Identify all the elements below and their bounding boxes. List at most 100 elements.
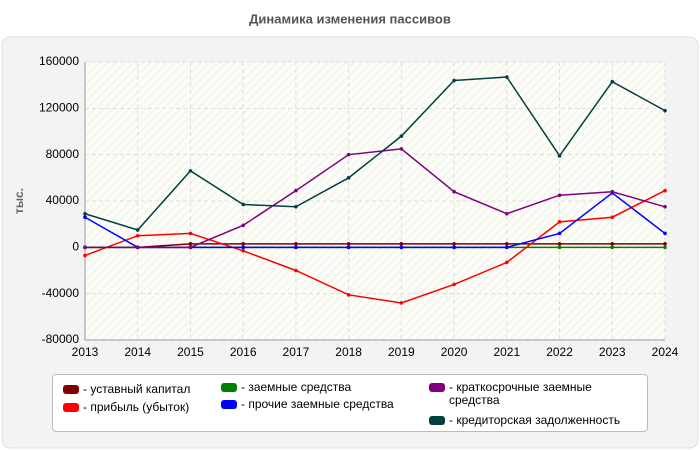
legend-swatch	[221, 400, 237, 409]
x-tick-label: 2016	[230, 345, 257, 359]
marker	[188, 169, 193, 173]
legend-item: - кредиторская задолженность	[429, 414, 644, 427]
legend-swatch	[221, 383, 237, 392]
y-tick-label: 40000	[46, 193, 80, 207]
series-line	[84, 189, 666, 304]
marker	[505, 242, 509, 246]
marker	[346, 242, 351, 246]
marker	[505, 75, 509, 79]
marker	[241, 242, 245, 246]
marker	[241, 223, 245, 228]
legend-label: - прочие заемные средства	[241, 397, 394, 411]
marker	[346, 152, 351, 157]
marker	[399, 147, 404, 151]
legend-label: - кредиторская задолженность	[449, 413, 621, 427]
marker	[188, 242, 193, 246]
legend-item: - заемные средства	[221, 381, 436, 394]
chart-title: Динамика изменения пассивов	[249, 11, 451, 26]
marker	[188, 245, 193, 250]
marker	[241, 245, 245, 250]
marker	[610, 79, 615, 84]
marker	[610, 189, 615, 194]
marker	[135, 228, 140, 232]
marker	[452, 242, 456, 246]
y-tick-label: 160000	[39, 54, 79, 68]
x-tick-label: 2013	[72, 345, 99, 359]
marker	[452, 245, 456, 250]
marker	[557, 193, 562, 198]
y-tick-label: 80000	[46, 147, 80, 161]
marker	[294, 204, 298, 209]
marker	[610, 245, 615, 250]
marker	[135, 233, 140, 238]
marker	[294, 245, 298, 250]
marker	[505, 260, 509, 265]
marker	[83, 215, 87, 220]
x-tick-label: 2014	[124, 345, 151, 359]
marker	[188, 231, 193, 236]
marker	[399, 134, 404, 138]
x-tick-label: 2024	[652, 345, 679, 359]
marker	[557, 231, 562, 236]
marker	[399, 242, 404, 246]
marker	[663, 242, 667, 246]
y-axis-label: тыс.	[12, 188, 26, 214]
marker	[294, 242, 298, 246]
legend-item: - краткосрочные заемные средства	[429, 381, 629, 407]
marker	[557, 245, 562, 250]
marker	[83, 245, 87, 250]
x-tick-label: 2022	[546, 345, 573, 359]
legend-label: - прибыль (убыток)	[83, 400, 190, 414]
legend-label: - уставный капитал	[83, 382, 191, 396]
marker	[505, 211, 509, 216]
x-tick-label: 2020	[441, 345, 468, 359]
marker	[346, 176, 351, 180]
marker	[663, 231, 667, 236]
legend-swatch	[63, 385, 79, 394]
x-tick-label: 2017	[283, 345, 310, 359]
legend-label: - заемные средства	[241, 380, 352, 394]
marker	[610, 215, 615, 220]
marker	[452, 282, 456, 287]
series-line	[85, 243, 665, 249]
marker	[557, 242, 562, 246]
x-tick-label: 2018	[335, 345, 362, 359]
marker	[83, 253, 87, 258]
marker	[452, 78, 456, 83]
marker	[241, 249, 245, 253]
legend: - уставный капитал - прибыль (убыток) - за…	[52, 374, 648, 432]
x-tick-label: 2023	[599, 345, 626, 359]
marker	[241, 202, 245, 207]
marker	[294, 268, 298, 273]
legend-item: - прочие заемные средства	[221, 398, 436, 411]
legend-swatch	[429, 383, 445, 392]
legend-item: - прибыль (убыток)	[63, 401, 278, 414]
legend-swatch	[63, 403, 79, 412]
legend-label: - краткосрочные заемные средства	[449, 380, 592, 407]
marker	[346, 245, 351, 250]
marker	[452, 189, 456, 194]
marker	[505, 245, 509, 250]
marker	[663, 188, 667, 193]
y-tick-label: -40000	[42, 286, 80, 300]
legend-swatch	[429, 416, 445, 425]
series-line	[84, 76, 666, 231]
marker	[83, 211, 87, 216]
marker	[294, 188, 298, 193]
y-tick-label: 0	[72, 240, 79, 254]
legend-item: - уставный капитал	[63, 383, 278, 396]
x-tick-label: 2015	[177, 345, 204, 359]
x-tick-label: 2019	[388, 345, 415, 359]
x-tick-label: 2021	[493, 345, 520, 359]
y-tick-label: -80000	[42, 332, 80, 346]
marker	[135, 245, 140, 250]
marker	[663, 204, 667, 209]
marker	[610, 242, 615, 246]
marker	[663, 108, 667, 113]
marker	[346, 293, 351, 297]
y-tick-label: 120000	[39, 101, 79, 115]
marker	[399, 301, 404, 305]
marker	[557, 154, 562, 158]
